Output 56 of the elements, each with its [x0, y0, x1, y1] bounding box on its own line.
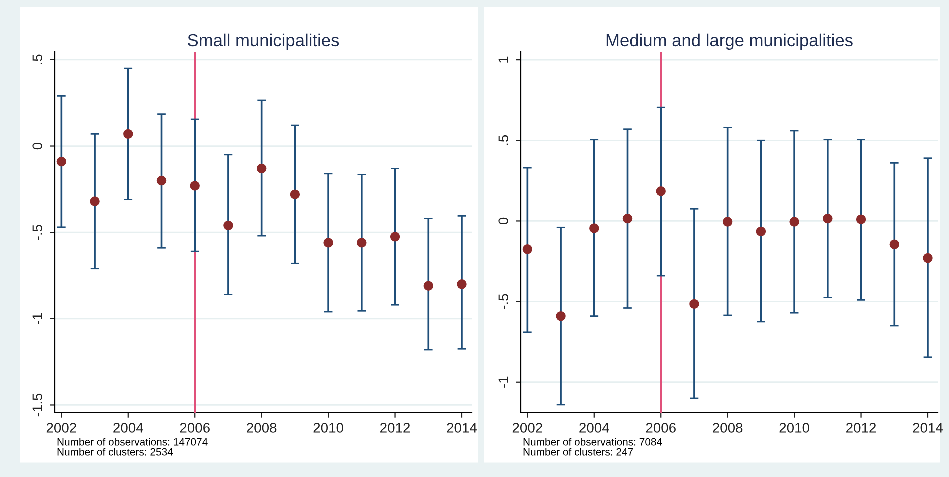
point [457, 280, 467, 290]
point [690, 299, 700, 310]
chart-title: Small municipalities [188, 34, 340, 50]
y-tick-label: 0 [32, 142, 43, 150]
point [522, 244, 533, 254]
text: Number of observations: 7084 [524, 438, 662, 446]
point [224, 220, 234, 231]
point [790, 217, 800, 227]
x-tick-label: 2014 [913, 423, 944, 433]
y-tick-label: -.5 [498, 294, 509, 310]
x-tick-label: 2010 [780, 423, 810, 433]
point [556, 311, 566, 322]
point [190, 181, 200, 191]
x-tick-label: 2008 [713, 423, 743, 433]
point [756, 226, 766, 237]
point [856, 214, 866, 224]
point [290, 190, 300, 200]
point [923, 253, 933, 264]
point [390, 232, 400, 242]
y-tick-label: -1.5 [32, 394, 43, 417]
point [256, 164, 267, 174]
y-tick-label: -1 [498, 376, 508, 388]
x-tick-label: 2008 [247, 423, 277, 433]
y-tick-label: 1 [498, 56, 508, 63]
x-tick-label: 2014 [447, 423, 478, 433]
x-tick-label: 2002 [46, 423, 76, 433]
point [324, 238, 334, 248]
y-tick-label: 0 [498, 218, 509, 225]
point [56, 156, 67, 167]
point [890, 240, 900, 250]
point [622, 214, 633, 224]
x-tick-label: 2004 [580, 423, 610, 433]
chart-title: Medium and large municipalities [606, 34, 853, 50]
y-tick-label: -1 [32, 313, 42, 324]
text: Number of observations: 147074 [58, 438, 208, 446]
y-tick-label: .5 [32, 54, 43, 64]
x-tick-label: 2002 [512, 423, 542, 433]
point [590, 224, 600, 234]
point [424, 281, 434, 291]
point [823, 214, 833, 224]
point [156, 176, 167, 186]
x-tick-label: 2006 [180, 423, 210, 433]
y-tick-label: .5 [498, 135, 509, 146]
x-tick-label: 2006 [646, 423, 676, 433]
point [722, 217, 733, 227]
point [656, 186, 666, 196]
x-tick-label: 2012 [380, 423, 410, 433]
y-tick-label: -.5 [32, 225, 43, 240]
point [357, 238, 367, 248]
x-tick-label: 2012 [846, 423, 876, 433]
x-tick-label: 2004 [114, 423, 144, 433]
point [90, 196, 100, 206]
text: Number of clusters: 2534 [58, 448, 174, 456]
point [124, 129, 134, 140]
text: Number of clusters: 247 [524, 448, 634, 456]
x-tick-label: 2010 [314, 423, 344, 433]
